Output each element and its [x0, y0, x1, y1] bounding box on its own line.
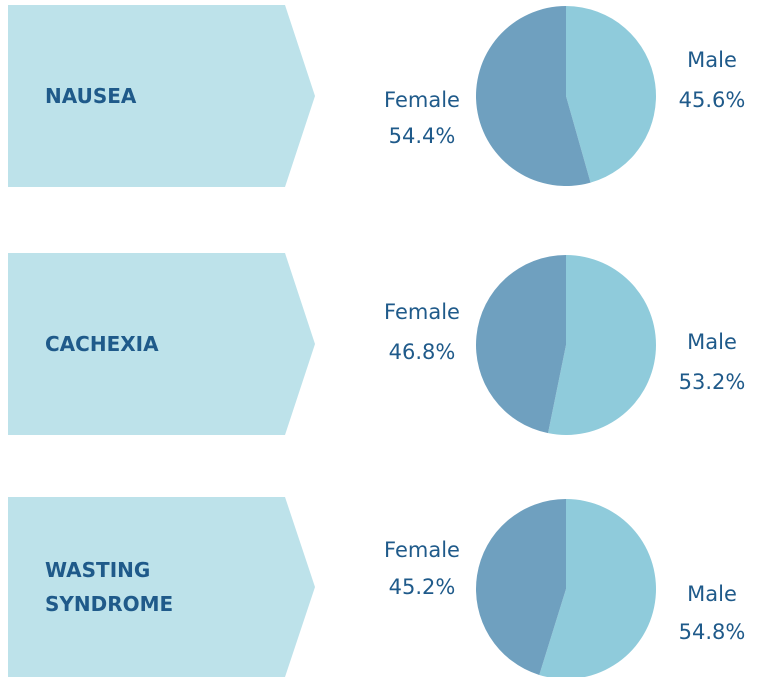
slice-category: Male: [687, 330, 737, 354]
slice-value-label: 54.4%: [389, 124, 456, 148]
slice-value-label: 54.8%: [679, 620, 746, 644]
pie-title: CACHEXIA: [45, 332, 159, 356]
pie-title: WASTING SYNDROME: [45, 558, 174, 616]
slice-value-label: 53.2%: [679, 370, 746, 394]
slice-value-label: 45.6%: [679, 88, 746, 112]
pie-slice: [539, 499, 656, 677]
slice-category: Male: [687, 48, 737, 72]
pie-title: NAUSEA: [45, 84, 137, 108]
slice-value-label: 46.8%: [389, 340, 456, 364]
pie-slice: [476, 255, 566, 434]
pie-slice: [476, 6, 591, 186]
title-panel: [8, 497, 315, 677]
slice-category: Female: [384, 88, 460, 112]
pie-slice: [566, 6, 657, 183]
pie-slice: [548, 255, 657, 435]
slice-category: Female: [384, 300, 460, 324]
title-panel: [8, 5, 315, 187]
slice-category: Male: [687, 582, 737, 606]
slice-category: Female: [384, 538, 460, 562]
title-panel: [8, 253, 315, 435]
slice-value-label: 45.2%: [389, 575, 456, 599]
pie-slice: [475, 499, 566, 675]
